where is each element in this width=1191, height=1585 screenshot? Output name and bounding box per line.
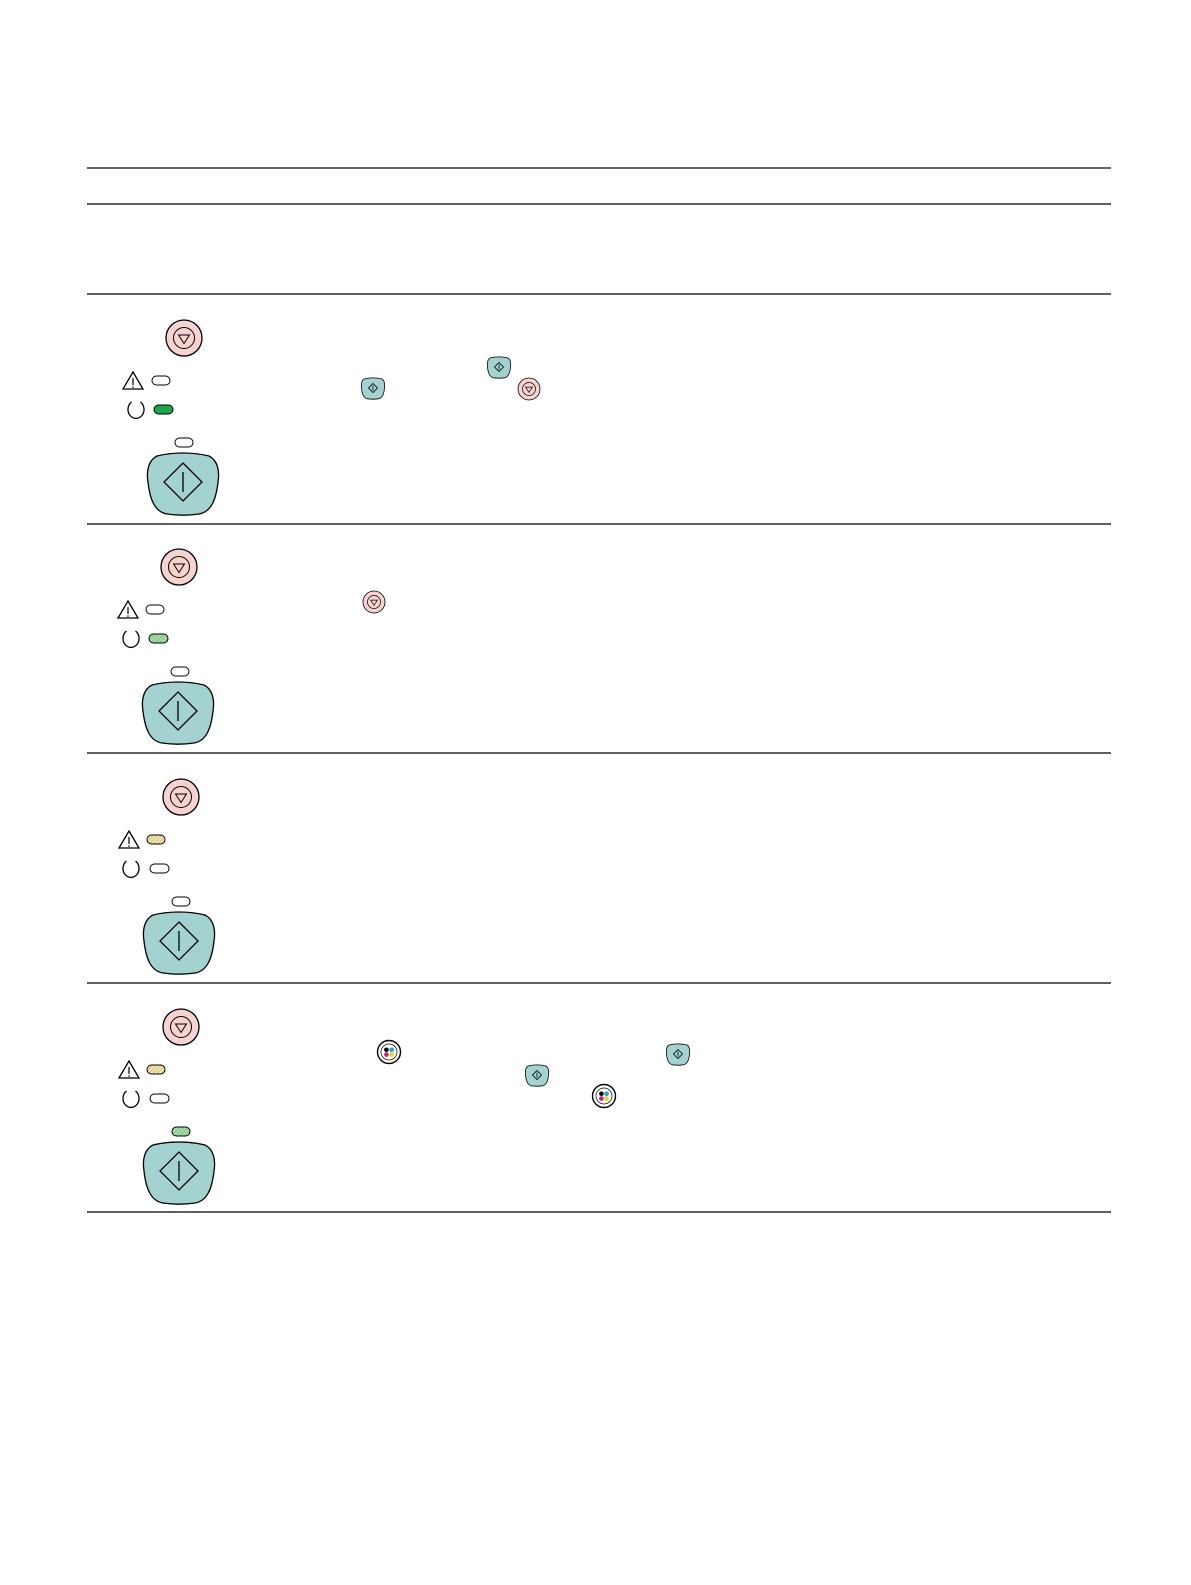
printer-panel-row-4 bbox=[118, 1008, 216, 1205]
power-light bbox=[153, 404, 174, 415]
cancel-button-icon bbox=[165, 319, 203, 357]
attention-icon bbox=[117, 600, 139, 619]
resume-button-icon bbox=[665, 1043, 691, 1066]
resume-light bbox=[171, 896, 191, 907]
cancel-button-icon bbox=[162, 778, 200, 816]
printer-panel-row-2 bbox=[117, 548, 215, 745]
cancel-button-icon bbox=[162, 1008, 200, 1046]
printer-panel-row-1 bbox=[122, 319, 220, 516]
power-light bbox=[148, 633, 169, 644]
attention-icon bbox=[122, 371, 144, 390]
resume-button-icon bbox=[146, 452, 220, 516]
resume-button-icon bbox=[142, 911, 216, 975]
cancel-button-icon bbox=[160, 548, 198, 586]
row-2-inline-icons bbox=[362, 590, 386, 614]
print-cartridge-button-icon bbox=[376, 1039, 402, 1065]
attention-light bbox=[151, 375, 171, 386]
resume-button-icon bbox=[486, 356, 512, 379]
cancel-button-icon bbox=[362, 590, 386, 614]
resume-light bbox=[174, 437, 194, 448]
print-cartridge-button-icon bbox=[591, 1083, 617, 1109]
resume-button-icon bbox=[524, 1064, 550, 1087]
table-rules bbox=[87, 167, 1111, 1213]
power-icon bbox=[122, 860, 140, 879]
power-icon bbox=[127, 401, 145, 420]
power-light bbox=[149, 1093, 170, 1104]
power-icon bbox=[122, 630, 140, 649]
resume-button-icon bbox=[142, 1141, 216, 1205]
power-icon bbox=[122, 1090, 140, 1109]
row-4-inline-icons bbox=[376, 1039, 691, 1109]
resume-button-icon bbox=[141, 681, 215, 745]
resume-light bbox=[171, 1126, 191, 1137]
resume-button-icon bbox=[360, 377, 386, 400]
attention-light bbox=[146, 1064, 166, 1075]
attention-icon bbox=[118, 1060, 140, 1079]
attention-icon bbox=[118, 830, 140, 849]
attention-light bbox=[146, 834, 166, 845]
power-light bbox=[149, 863, 170, 874]
printer-panel-row-3 bbox=[118, 778, 216, 975]
cancel-button-icon bbox=[517, 377, 541, 401]
resume-light bbox=[170, 666, 190, 677]
row-1-inline-icons bbox=[360, 356, 541, 401]
attention-light bbox=[145, 604, 165, 615]
